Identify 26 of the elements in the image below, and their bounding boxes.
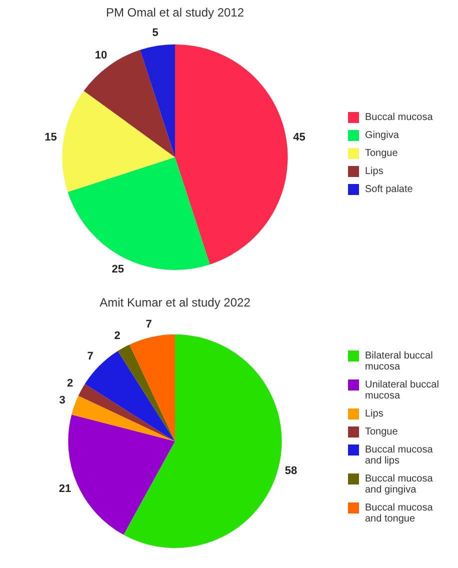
legend-label: Gingiva — [365, 130, 400, 142]
data-label: 15 — [44, 132, 57, 144]
data-label: 5 — [152, 26, 158, 39]
chart-title: Amit Kumar et al study 2022 — [100, 296, 251, 310]
legend-label: Buccal mucosa and tongue — [365, 502, 434, 525]
legend-label: Tongue — [365, 426, 399, 438]
legend-label: Lips — [365, 408, 384, 420]
legend-label: Lips — [365, 166, 384, 178]
legend-label: Soft palate — [365, 184, 414, 196]
data-label: 3 — [59, 394, 66, 407]
data-label: 25 — [112, 263, 124, 276]
legend-label: Tongue — [365, 148, 399, 160]
legend-label: Unilateral buccal mucosa — [365, 380, 440, 402]
legend-label: Buccal mucosa — [365, 112, 434, 124]
chart-title: PM Omal et al study 2012 — [106, 6, 244, 20]
data-label: 2 — [114, 330, 120, 342]
legend-label: Buccal mucosa and lips — [365, 444, 434, 467]
data-label: 2 — [66, 378, 74, 390]
data-label: 7 — [87, 350, 94, 363]
data-label: 58 — [284, 465, 298, 478]
data-label: 10 — [94, 49, 108, 62]
data-label: 45 — [293, 132, 306, 144]
data-label: 7 — [146, 318, 152, 330]
legend-label: Bilateral buccal mucosa — [365, 350, 434, 373]
legend-label: Buccal mucosa and gingiva — [365, 474, 434, 496]
data-label: 21 — [58, 482, 72, 495]
